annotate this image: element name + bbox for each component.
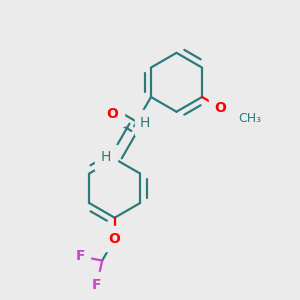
Text: O: O — [214, 100, 226, 115]
Text: CH₃: CH₃ — [238, 112, 262, 125]
Text: F: F — [92, 278, 102, 292]
Text: O: O — [109, 232, 121, 246]
Text: F: F — [75, 249, 85, 263]
Text: O: O — [106, 107, 118, 121]
Text: H: H — [101, 150, 111, 164]
Text: H: H — [140, 116, 150, 130]
